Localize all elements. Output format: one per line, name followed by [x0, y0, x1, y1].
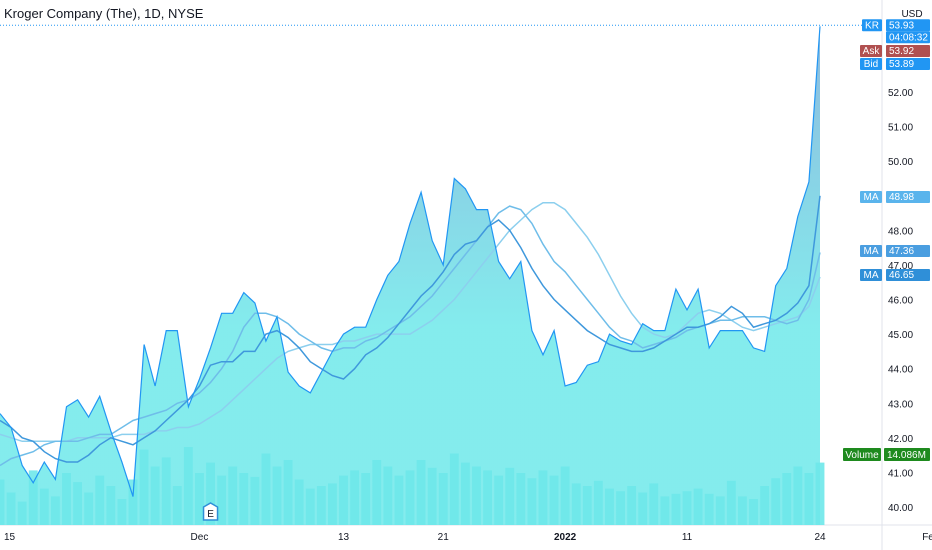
y-tick-label: 47.00	[888, 261, 913, 272]
x-tick-label: 11	[682, 532, 693, 543]
ma-label: MA	[864, 270, 879, 281]
price-line	[0, 26, 821, 497]
price-area-fill	[0, 26, 820, 526]
ma-label-bg	[860, 269, 882, 281]
ma-value-bg	[886, 191, 930, 203]
event-marker-letter: E	[207, 509, 214, 520]
ma-value-bg	[886, 245, 930, 257]
ma-value: 47.36	[889, 246, 914, 257]
x-tick-label: 15	[4, 532, 16, 543]
x-tick-label: 21	[438, 532, 450, 543]
y-tick-label: 46.00	[888, 296, 913, 307]
y-tick-label: 44.00	[888, 365, 913, 376]
x-tick-label: 2022	[554, 532, 577, 543]
currency-label: USD	[901, 9, 922, 20]
ma-slow-line	[0, 201, 821, 443]
ma-label-bg	[860, 245, 882, 257]
volume-label: Volume	[845, 450, 879, 461]
bid-value: 53.89	[889, 59, 914, 70]
x-tick-label: 13	[338, 532, 350, 543]
bid-value-bg	[886, 58, 930, 70]
ask-value: 53.92	[889, 46, 914, 57]
y-tick-label: 50.00	[888, 157, 913, 168]
last-price-countdown-bg	[886, 31, 930, 44]
ma-label: MA	[864, 246, 879, 257]
last-price-value-bg	[886, 19, 930, 32]
ask-label-bg	[860, 45, 882, 57]
last-price-symbol: KR	[865, 20, 879, 31]
y-tick-label: 43.00	[888, 399, 913, 410]
y-tick-label: 40.00	[888, 503, 913, 514]
y-tick-label: 41.00	[888, 468, 913, 479]
x-tick-label: Feb	[922, 532, 932, 543]
bid-label: Bid	[864, 59, 878, 70]
bid-label-bg	[860, 58, 882, 70]
ma-label-bg	[860, 191, 882, 203]
y-tick-label: 48.00	[888, 226, 913, 237]
y-tick-label: 51.00	[888, 123, 913, 134]
chart-title: Kroger Company (The), 1D, NYSE	[4, 6, 204, 21]
ma-value: 46.65	[889, 270, 914, 281]
volume-label-bg	[843, 448, 881, 461]
x-tick-label: 24	[814, 532, 826, 543]
last-price-countdown: 04:08:32	[889, 32, 928, 43]
x-tick-label: Dec	[191, 532, 209, 543]
y-tick-label: 42.00	[888, 434, 913, 445]
volume-value-bg	[884, 448, 930, 461]
last-price-symbol-bg	[862, 19, 882, 32]
y-tick-label: 52.00	[888, 88, 913, 99]
volume-value: 14.086M	[887, 450, 926, 461]
ma-value-bg	[886, 269, 930, 281]
ask-value-bg	[886, 45, 930, 57]
y-tick-label: 45.00	[888, 330, 913, 341]
last-price-value: 53.93	[889, 20, 914, 31]
earnings-marker	[202, 502, 219, 521]
ma-value: 48.98	[889, 192, 914, 203]
ask-label: Ask	[863, 46, 881, 57]
ma-label: MA	[864, 192, 879, 203]
ma-mid-line	[0, 205, 821, 467]
